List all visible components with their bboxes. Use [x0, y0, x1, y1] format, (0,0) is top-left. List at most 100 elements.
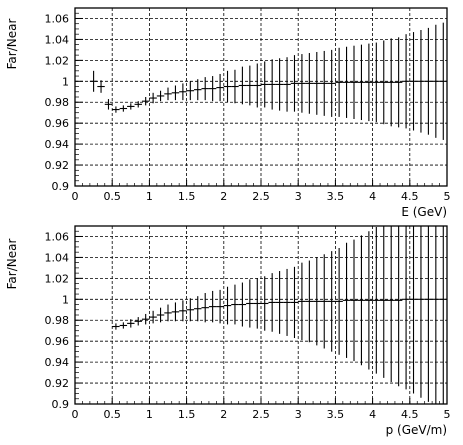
top-data-point	[283, 57, 291, 112]
bottom-x-tick-label: 5	[444, 408, 451, 421]
top-x-tick-label: 0	[72, 190, 79, 203]
top-data-point	[320, 50, 328, 116]
bottom-data-point	[432, 226, 440, 404]
top-data-point	[216, 73, 224, 102]
top-data-points	[89, 22, 447, 140]
top-data-point	[97, 80, 105, 93]
top-data-point	[439, 22, 447, 140]
top-data-point	[156, 90, 165, 102]
top-grid	[75, 8, 447, 186]
top-data-point	[253, 63, 261, 108]
bottom-data-point	[156, 307, 165, 323]
bottom-data-point	[261, 276, 269, 331]
bottom-data-point	[283, 268, 291, 336]
bottom-data-point	[149, 310, 157, 324]
top-data-point	[409, 32, 418, 131]
top-y-tick-label: 0.98	[45, 96, 70, 109]
bottom-data-point	[365, 231, 373, 370]
top-data-point	[357, 44, 366, 121]
bottom-y-tick-label: 1.02	[45, 272, 70, 285]
bottom-data-point	[298, 262, 306, 341]
bottom-x-tick-label: 1.5	[178, 408, 196, 421]
top-x-tick-label: 4	[369, 190, 376, 203]
top-data-point	[223, 70, 232, 103]
bottom-data-point	[350, 239, 358, 362]
top-panel: 0 0.5 1 1.5 2 2.5 3 3.5 4 4.5 5 0.9 0.92 0.94 0.96 0.98…	[5, 7, 451, 219]
bottom-data-point	[238, 282, 247, 327]
top-data-point	[89, 70, 98, 92]
bottom-data-point	[357, 235, 366, 366]
bottom-data-point	[112, 323, 120, 330]
top-data-point	[186, 81, 195, 101]
top-x-tick-label: 2	[220, 190, 227, 203]
bottom-data-point	[186, 298, 195, 322]
bottom-data-point	[342, 242, 351, 358]
bottom-data-point	[201, 293, 209, 323]
top-data-point	[372, 42, 381, 123]
top-data-point	[261, 61, 269, 108]
top-data-point	[417, 29, 425, 133]
bottom-y-tick-label: 0.98	[45, 314, 70, 327]
top-y-tick-label: 0.96	[45, 117, 70, 130]
bottom-y-tick-label: 0.96	[45, 335, 70, 348]
top-data-point	[327, 49, 336, 117]
bottom-x-tick-label: 2.5	[252, 408, 270, 421]
top-data-point	[424, 27, 433, 135]
top-x-tick-label: 1.5	[178, 190, 196, 203]
top-data-point	[290, 55, 299, 112]
bottom-data-point	[320, 254, 328, 349]
bottom-data-point	[290, 266, 299, 339]
bottom-x-tick-label: 4.5	[401, 408, 419, 421]
top-x-tick-label: 3	[295, 190, 302, 203]
bottom-y-tick-label: 0.92	[45, 377, 70, 390]
bottom-x-tick-label: 2	[220, 408, 227, 421]
bottom-data-point	[231, 284, 239, 325]
top-data-point	[432, 24, 440, 138]
top-data-point	[231, 69, 239, 104]
bottom-data-point	[134, 317, 142, 326]
top-data-point	[268, 59, 276, 110]
top-data-point	[134, 101, 142, 108]
bottom-data-point	[409, 226, 418, 394]
top-ticks: 0 0.5 1 1.5 2 2.5 3 3.5 4 4.5 5 0.9 0.92 0.94 0.96 0.98…	[45, 7, 451, 203]
top-data-point	[201, 77, 209, 101]
top-y-tick-label: 1.04	[45, 33, 70, 46]
bottom-data-point	[164, 304, 172, 322]
bottom-data-point	[171, 302, 180, 322]
top-x-tick-label: 4.5	[401, 190, 419, 203]
bottom-data-point	[417, 226, 425, 398]
top-data-point	[394, 37, 403, 128]
bottom-data-point	[387, 226, 395, 383]
bottom-data-point	[268, 273, 276, 332]
bottom-y-axis-label: Far/Near	[5, 239, 19, 290]
bottom-y-tick-label: 0.94	[45, 356, 70, 369]
bottom-grid	[75, 226, 447, 404]
top-data-point	[112, 106, 120, 113]
bottom-data-point	[246, 279, 254, 328]
top-x-tick-label: 5	[444, 190, 451, 203]
bottom-data-point	[402, 226, 410, 390]
top-data-point	[350, 45, 358, 119]
top-y-tick-label: 0.92	[45, 159, 70, 172]
bottom-data-point	[313, 257, 321, 346]
top-data-point	[171, 85, 180, 101]
top-data-point	[246, 65, 254, 106]
top-data-point	[365, 43, 373, 122]
bottom-data-point	[305, 260, 314, 343]
bottom-y-tick-label: 1.06	[45, 230, 70, 243]
bottom-data-point	[327, 251, 336, 352]
top-data-point	[298, 54, 306, 113]
top-data-point	[141, 97, 150, 106]
top-y-tick-label: 1.06	[45, 12, 70, 25]
bottom-y-tick-label: 1.04	[45, 251, 70, 264]
top-data-point	[208, 76, 217, 102]
top-x-tick-label: 1	[146, 190, 153, 203]
bottom-data-point	[253, 278, 261, 329]
bottom-panel: 0 0.5 1 1.5 2 2.5 3 3.5 4 4.5 5 0.9 0.92 0.94 0.96 0.98…	[5, 225, 451, 437]
top-y-tick-label: 1.02	[45, 54, 70, 67]
bottom-x-tick-label: 3	[295, 408, 302, 421]
bottom-data-point	[119, 322, 128, 329]
bottom-x-tick-label: 1	[146, 408, 153, 421]
top-data-point	[238, 66, 247, 105]
top-data-point	[380, 40, 388, 125]
